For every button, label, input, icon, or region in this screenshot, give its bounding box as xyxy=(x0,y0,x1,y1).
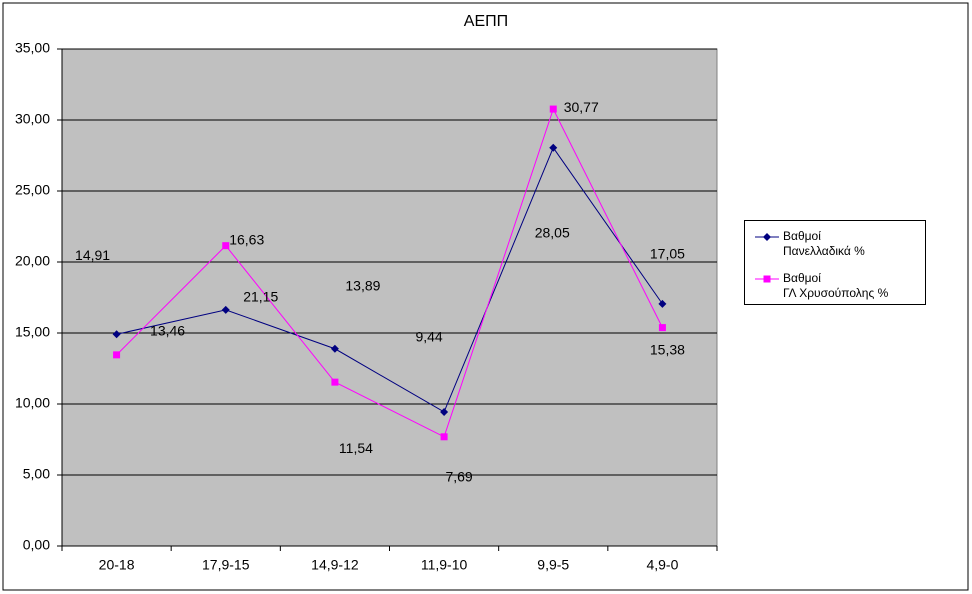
data-label: 21,15 xyxy=(243,288,278,304)
data-label: 7,69 xyxy=(445,469,472,485)
x-tick-label: 4,9-0 xyxy=(646,557,678,573)
data-point xyxy=(112,330,121,339)
data-point xyxy=(763,275,771,283)
x-tick-label: 17,9-15 xyxy=(202,557,250,573)
data-point xyxy=(658,324,666,332)
y-tick-label: 5,00 xyxy=(23,466,50,482)
data-point xyxy=(763,233,771,241)
series-line xyxy=(116,146,663,413)
data-label: 14,91 xyxy=(75,247,110,263)
data-label: 13,89 xyxy=(345,277,380,293)
y-tick-label: 20,00 xyxy=(15,253,50,269)
data-point xyxy=(549,105,557,113)
y-tick-label: 30,00 xyxy=(15,111,50,127)
data-point xyxy=(658,299,667,308)
y-tick-label: 35,00 xyxy=(15,40,50,56)
y-tick-label: 10,00 xyxy=(15,395,50,411)
y-tick-label: 0,00 xyxy=(23,537,50,553)
data-point xyxy=(222,242,230,250)
data-point xyxy=(440,433,448,441)
data-label: 17,05 xyxy=(650,246,685,262)
x-tick-label: 20-18 xyxy=(99,557,135,573)
legend-key xyxy=(755,233,779,241)
data-label: 15,38 xyxy=(650,341,685,357)
data-point xyxy=(440,407,449,416)
series-line xyxy=(116,107,663,438)
data-point xyxy=(549,143,558,152)
plot-area xyxy=(61,48,718,547)
data-label: 28,05 xyxy=(535,224,570,240)
data-label: 16,63 xyxy=(229,232,264,248)
data-point xyxy=(221,305,230,314)
x-tick-label: 9,9-5 xyxy=(537,557,569,573)
legend-entry: Βαθμοί Πανελλαδικά % xyxy=(783,229,865,258)
data-point xyxy=(330,344,339,353)
y-tick-label: 25,00 xyxy=(15,182,50,198)
legend-key xyxy=(755,275,779,283)
data-label: 11,54 xyxy=(339,440,373,456)
chart-title: ΑΕΠΠ xyxy=(464,13,508,30)
data-label: 9,44 xyxy=(415,329,442,345)
data-point xyxy=(113,351,121,359)
x-tick-label: 14,9-12 xyxy=(311,557,359,573)
data-label: 30,77 xyxy=(564,99,599,115)
data-point xyxy=(331,378,339,386)
legend-entry: Βαθμοί ΓΛ Χρυσούπολης % xyxy=(783,271,889,300)
x-tick-label: 11,9-10 xyxy=(421,557,468,573)
y-tick-label: 15,00 xyxy=(15,324,50,340)
data-label: 13,46 xyxy=(150,323,185,339)
legend: Βαθμοί Πανελλαδικά % Βαθμοί ΓΛ Χρυσούπολη… xyxy=(744,220,926,305)
